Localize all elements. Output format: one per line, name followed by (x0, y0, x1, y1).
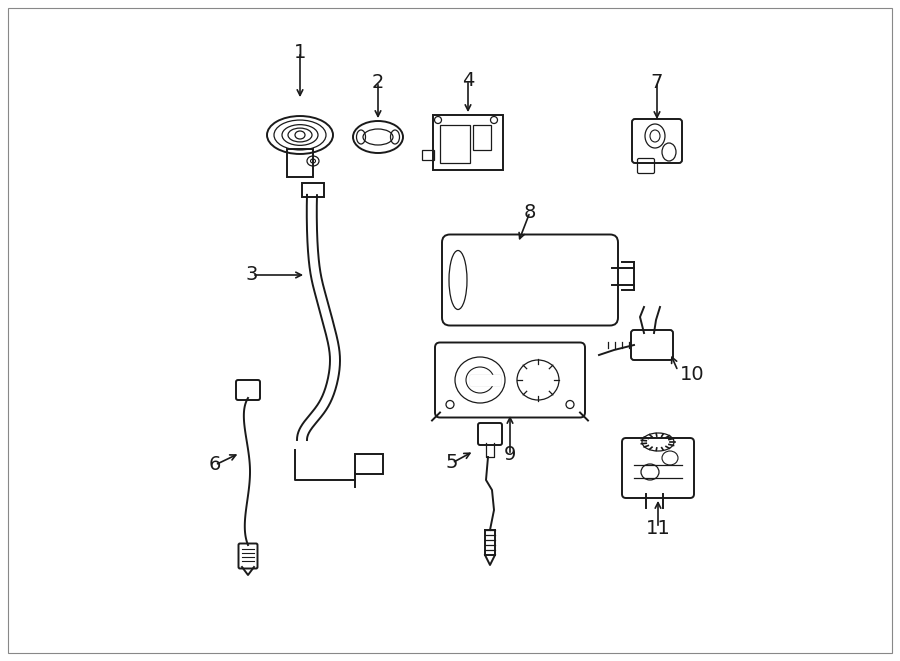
Text: 11: 11 (645, 518, 670, 537)
Bar (473, 125, 491, 150)
Bar (470, 375, 500, 385)
Text: 1: 1 (293, 42, 306, 61)
Bar (422, 150, 434, 160)
Bar (433, 115, 503, 170)
Text: 2: 2 (372, 73, 384, 91)
Bar (440, 125, 470, 163)
Text: 7: 7 (651, 73, 663, 91)
Text: 8: 8 (524, 202, 536, 221)
Text: 3: 3 (246, 266, 258, 284)
Text: 4: 4 (462, 71, 474, 89)
Bar (355, 454, 383, 474)
Text: 10: 10 (680, 366, 705, 385)
Text: 9: 9 (504, 446, 517, 465)
Bar (470, 375, 500, 385)
Text: 5: 5 (446, 453, 458, 473)
Bar (302, 183, 324, 197)
Bar (287, 149, 313, 177)
Text: 6: 6 (209, 455, 221, 475)
